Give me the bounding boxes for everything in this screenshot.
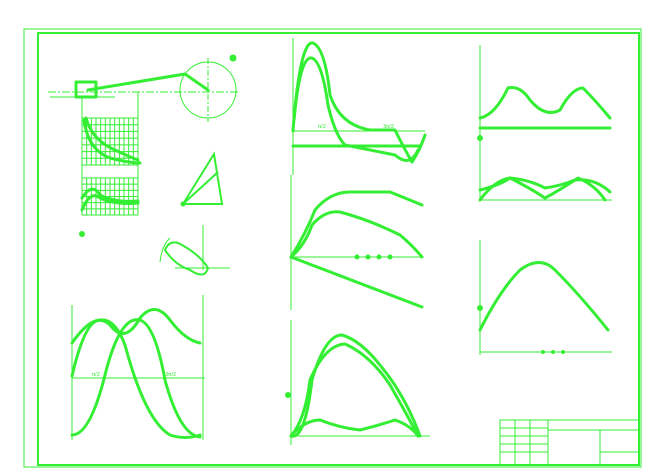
curve-grid-upper-2 <box>84 116 140 162</box>
work-chart <box>289 175 424 310</box>
inner-frame <box>37 32 640 466</box>
title-block <box>499 419 640 466</box>
force-chart: π/2 3π/2 <box>291 38 427 175</box>
tick-label-half-pi: π/2 <box>92 372 100 378</box>
curve-grid-upper <box>82 118 142 165</box>
curve-grid-lower <box>80 194 140 212</box>
inertia-chart <box>477 45 612 202</box>
kinematics-chart: π/2 3π/2 <box>70 295 205 440</box>
energy-chart <box>477 240 612 355</box>
tick-label-three-half-pi: 3π/2 <box>383 124 394 130</box>
hodograph <box>159 225 230 276</box>
tick-label-half-pi: π/2 <box>318 124 326 130</box>
mechanism-diagram <box>48 54 240 215</box>
curve-grid-lower-2 <box>80 187 140 203</box>
tick-label-three-half-pi: 3π/2 <box>165 372 176 378</box>
acceleration-plan-triangle <box>181 151 224 205</box>
moment-chart <box>285 320 430 445</box>
outer-frame <box>23 28 642 468</box>
